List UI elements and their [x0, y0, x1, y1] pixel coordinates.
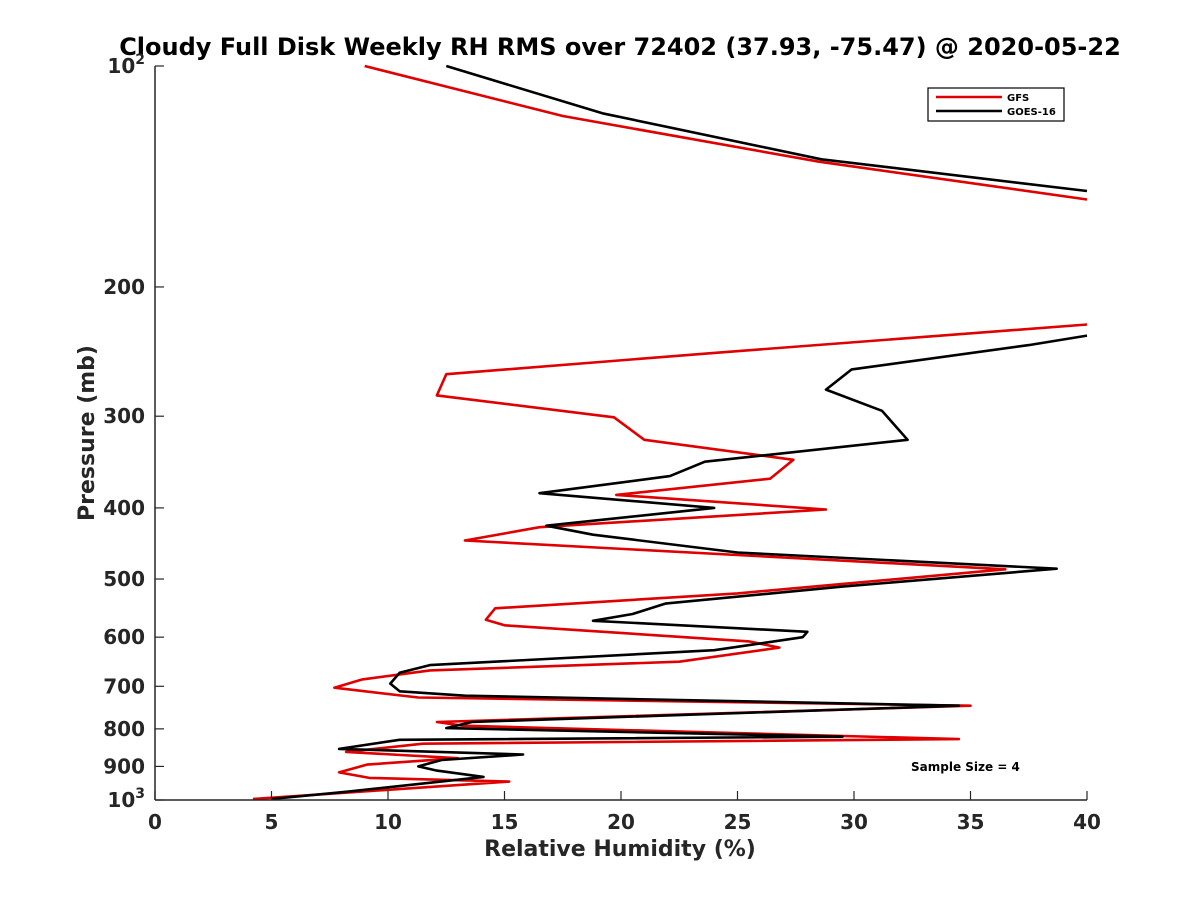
x-tick-label: 10 [374, 810, 402, 834]
x-axis-ticks: 0 5 10 15 20 25 30 35 40 [148, 791, 1101, 834]
x-tick-label: 0 [148, 810, 162, 834]
legend-label-gfs: GFS [1007, 93, 1029, 104]
y-tick-label: 200 [103, 275, 145, 299]
y-tick-label: 600 [103, 625, 145, 649]
legend: GFS GOES-16 [927, 87, 1065, 122]
y-tick-label: 700 [103, 674, 145, 698]
y-tick-label: 900 [103, 754, 145, 778]
y-axis-ticks: 102 200 300 400 500 600 700 800 900 103 [103, 52, 164, 812]
x-tick-label: 25 [724, 810, 752, 834]
x-tick-label: 5 [265, 810, 279, 834]
series-group [252, 64, 1088, 801]
sample-size-annotation: Sample Size = 4 [911, 760, 1020, 774]
x-tick-label: 15 [491, 810, 519, 834]
y-tick-label: 400 [103, 496, 145, 520]
x-tick-label: 35 [957, 810, 985, 834]
x-axis-label: Relative Humidity (%) [484, 837, 756, 862]
series-line-gfs-segment-1 [364, 64, 1088, 201]
legend-label-goes16: GOES-16 [1007, 107, 1056, 118]
y-tick-label: 500 [103, 567, 145, 591]
series-line-goes16-segment-2 [271, 334, 1088, 801]
y-tick-label: 102 [107, 52, 145, 78]
y-tick-label: 800 [103, 717, 145, 741]
x-tick-label: 30 [840, 810, 868, 834]
series-line-gfs-segment-2 [252, 323, 1088, 801]
x-tick-label: 40 [1073, 810, 1101, 834]
series-line-goes16-segment-1 [445, 64, 1088, 193]
y-tick-label: 103 [107, 786, 145, 812]
y-axis-label: Pressure (mb) [75, 345, 100, 521]
plot-area: 0 5 10 15 20 25 30 35 40 102 200 300 400 500 600 700 80… [103, 52, 1101, 834]
y-tick-label: 300 [103, 404, 145, 428]
legend-box [927, 87, 1065, 122]
chart-title: Cloudy Full Disk Weekly RH RMS over 7240… [119, 33, 1121, 61]
x-tick-label: 20 [607, 810, 635, 834]
